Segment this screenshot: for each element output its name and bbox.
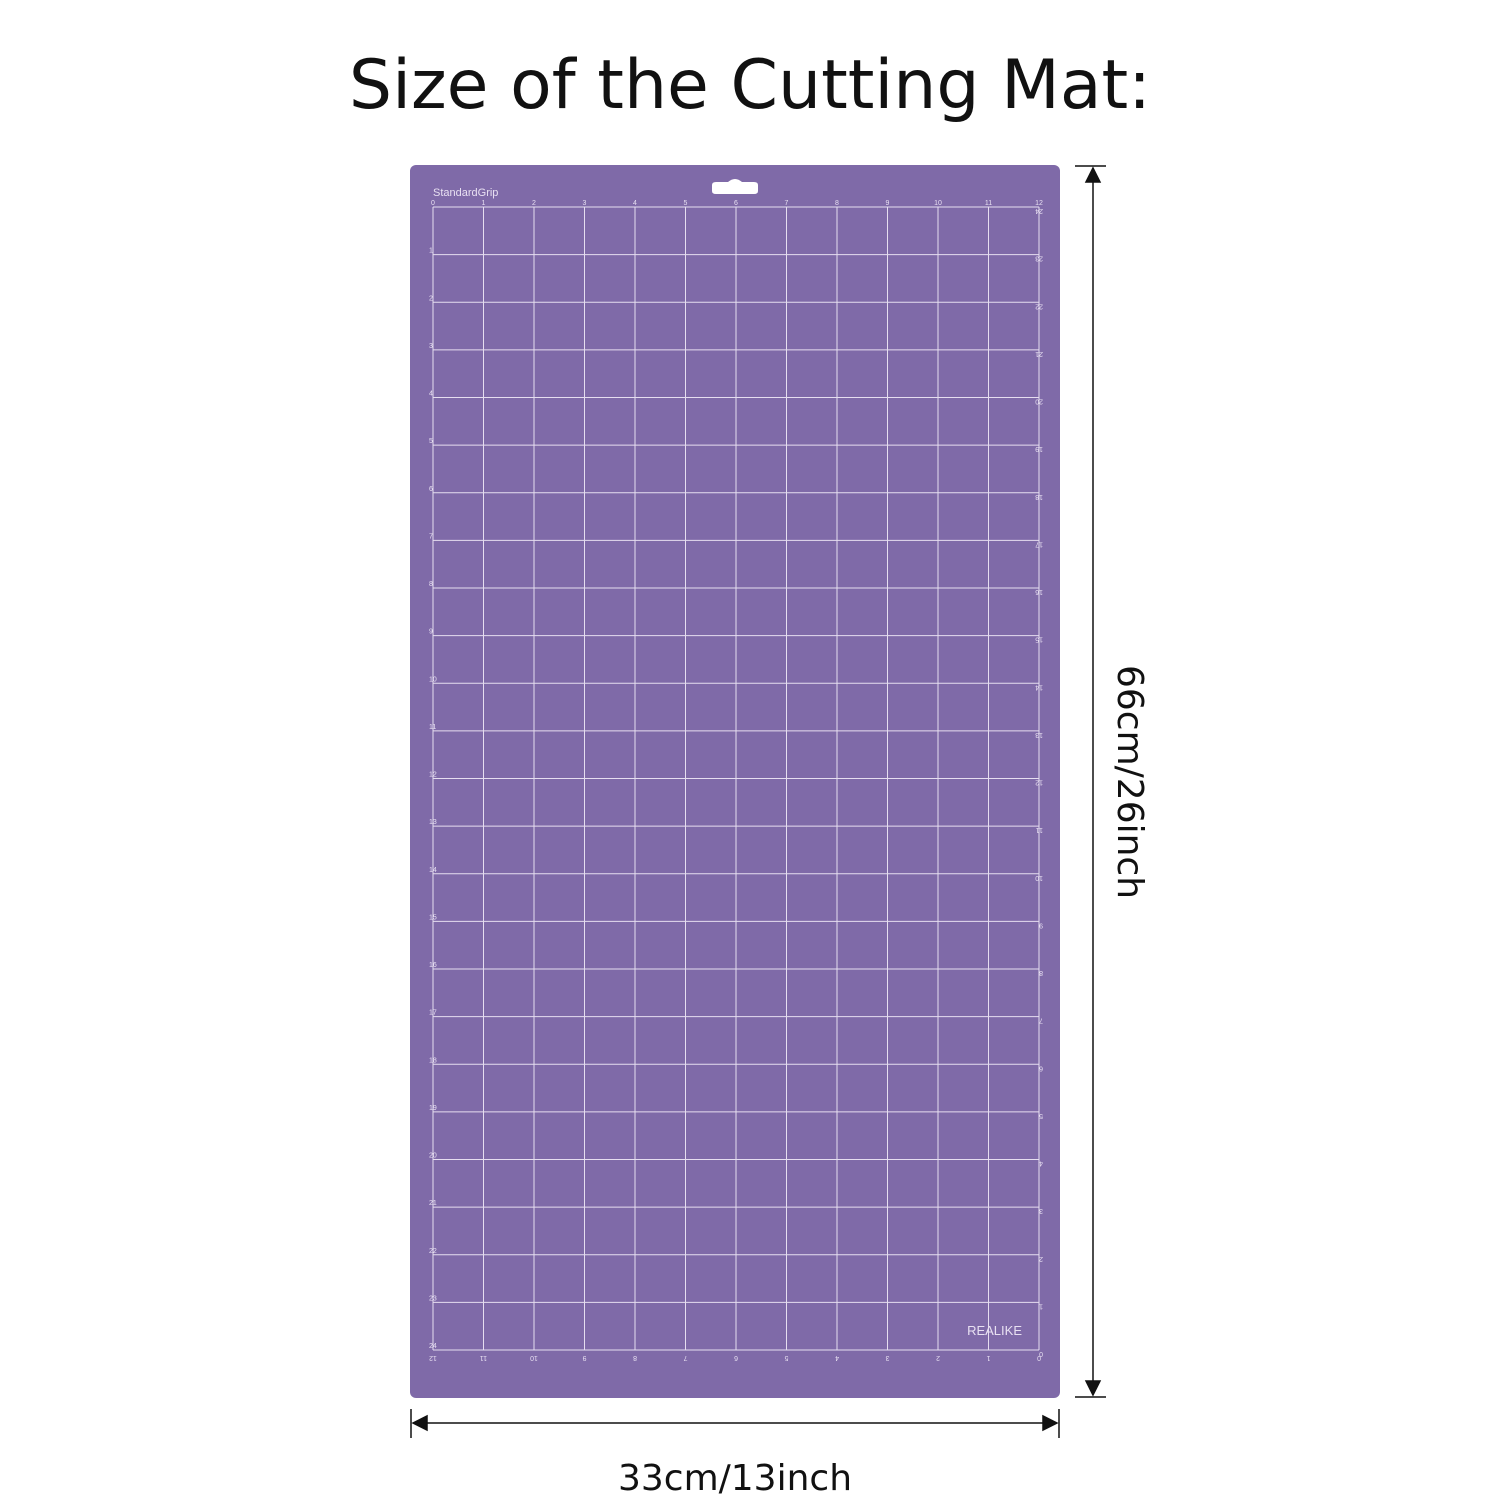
ruler-label: 6: [1039, 1064, 1043, 1071]
ruler-label: 5: [429, 438, 433, 445]
ruler-label: 21: [429, 1200, 437, 1207]
ruler-label: 20: [429, 1153, 437, 1160]
ruler-label: 16: [429, 962, 437, 969]
grid: 0 1 2 3 4 5 6 7 8 9 10 11 12123456789101112131415161…: [429, 200, 1043, 1361]
ruler-label: 11: [429, 724, 436, 731]
ruler-label: 8: [429, 581, 433, 588]
ruler-label: 4: [429, 391, 433, 398]
ruler-label: 12: [1035, 200, 1043, 207]
cutting-mat: [410, 165, 1060, 1398]
width-label: 33cm/13inch: [618, 1458, 852, 1499]
ruler-label: 14: [429, 867, 437, 874]
ruler-label: 13: [1035, 731, 1043, 738]
grip-label: StandardGrip: [433, 187, 498, 199]
ruler-label: 3: [583, 200, 587, 207]
ruler-label: 19: [1035, 445, 1043, 452]
ruler-label: 0: [1039, 1350, 1043, 1357]
ruler-label: 12: [429, 772, 437, 779]
ruler-label: 10: [530, 1354, 538, 1361]
ruler-label: 2: [936, 1354, 940, 1361]
ruler-label: 9: [886, 200, 890, 207]
arrow-head: [411, 1414, 428, 1432]
ruler-label: 4: [835, 1354, 839, 1361]
ruler-label: 11: [480, 1354, 487, 1361]
ruler-label: 2: [429, 295, 433, 302]
arrow-head: [1042, 1414, 1059, 1432]
ruler-label: 8: [633, 1354, 637, 1361]
ruler-label: 12: [429, 1354, 437, 1361]
ruler-label: 3: [1039, 1207, 1043, 1214]
ruler-label: 3: [429, 343, 433, 350]
height-label: 66cm/26inch: [1109, 665, 1150, 899]
height-arrow: [1075, 165, 1106, 1398]
ruler-label: 7: [1039, 1017, 1043, 1024]
ruler-label: 8: [835, 200, 839, 207]
ruler-label: 5: [784, 1354, 788, 1361]
hanger-hole: [712, 179, 758, 194]
ruler-label: 8: [1039, 969, 1043, 976]
ruler-label: 6: [429, 486, 433, 493]
arrow-head: [1084, 166, 1102, 183]
ruler-label: 12: [1035, 779, 1043, 786]
ruler-label: 9: [582, 1354, 586, 1361]
ruler-label: 1: [429, 248, 433, 255]
ruler-label: 21: [1035, 350, 1043, 357]
ruler-label: 10: [934, 200, 942, 207]
ruler-label: 24: [429, 1343, 437, 1350]
ruler-label: 2: [532, 200, 536, 207]
brand-label: REALIKE: [967, 1323, 1022, 1338]
ruler-label: 10: [429, 676, 437, 683]
ruler-label: 18: [429, 1057, 437, 1064]
ruler-label: 17: [429, 1010, 437, 1017]
ruler-label: 23: [1035, 255, 1043, 262]
ruler-label: 9: [429, 629, 433, 636]
ruler-label: 20: [1035, 398, 1043, 405]
ruler-label: 4: [633, 200, 637, 207]
arrow-head: [1084, 1380, 1102, 1397]
ruler-label: 7: [683, 1354, 687, 1361]
ruler-label: 15: [429, 914, 437, 921]
ruler-label: 9: [1039, 921, 1043, 928]
ruler-label: 3: [885, 1354, 889, 1361]
ruler-label: 4: [1039, 1160, 1043, 1167]
ruler-label: 7: [429, 533, 433, 540]
ruler-label: 6: [734, 1354, 738, 1361]
ruler-label: 16: [1035, 588, 1043, 595]
width-arrow: [410, 1409, 1060, 1438]
ruler-label: 11: [1036, 826, 1043, 833]
ruler-label: 18: [1035, 493, 1043, 500]
ruler-label: 6: [734, 200, 738, 207]
ruler-label: 14: [1035, 683, 1043, 690]
ruler-label: 17: [1035, 540, 1043, 547]
ruler-label: 15: [1035, 636, 1043, 643]
title: Size of the Cutting Mat:: [349, 46, 1151, 125]
ruler-label: 2: [1039, 1255, 1043, 1262]
ruler-label: 1: [986, 1354, 990, 1361]
ruler-label: 5: [1039, 1112, 1043, 1119]
ruler-label: 5: [684, 200, 688, 207]
ruler-label: 0: [431, 200, 435, 207]
ruler-label: 11: [985, 200, 992, 207]
ruler-label: 19: [429, 1105, 437, 1112]
ruler-label: 24: [1035, 207, 1043, 214]
ruler-label: 23: [429, 1295, 437, 1302]
ruler-label: 0: [1037, 1354, 1041, 1361]
ruler-label: 22: [1035, 302, 1043, 309]
ruler-label: 22: [429, 1248, 437, 1255]
ruler-label: 1: [482, 200, 486, 207]
ruler-label: 1: [1039, 1302, 1043, 1309]
ruler-label: 7: [785, 200, 789, 207]
ruler-label: 13: [429, 819, 437, 826]
ruler-label: 10: [1035, 874, 1043, 881]
